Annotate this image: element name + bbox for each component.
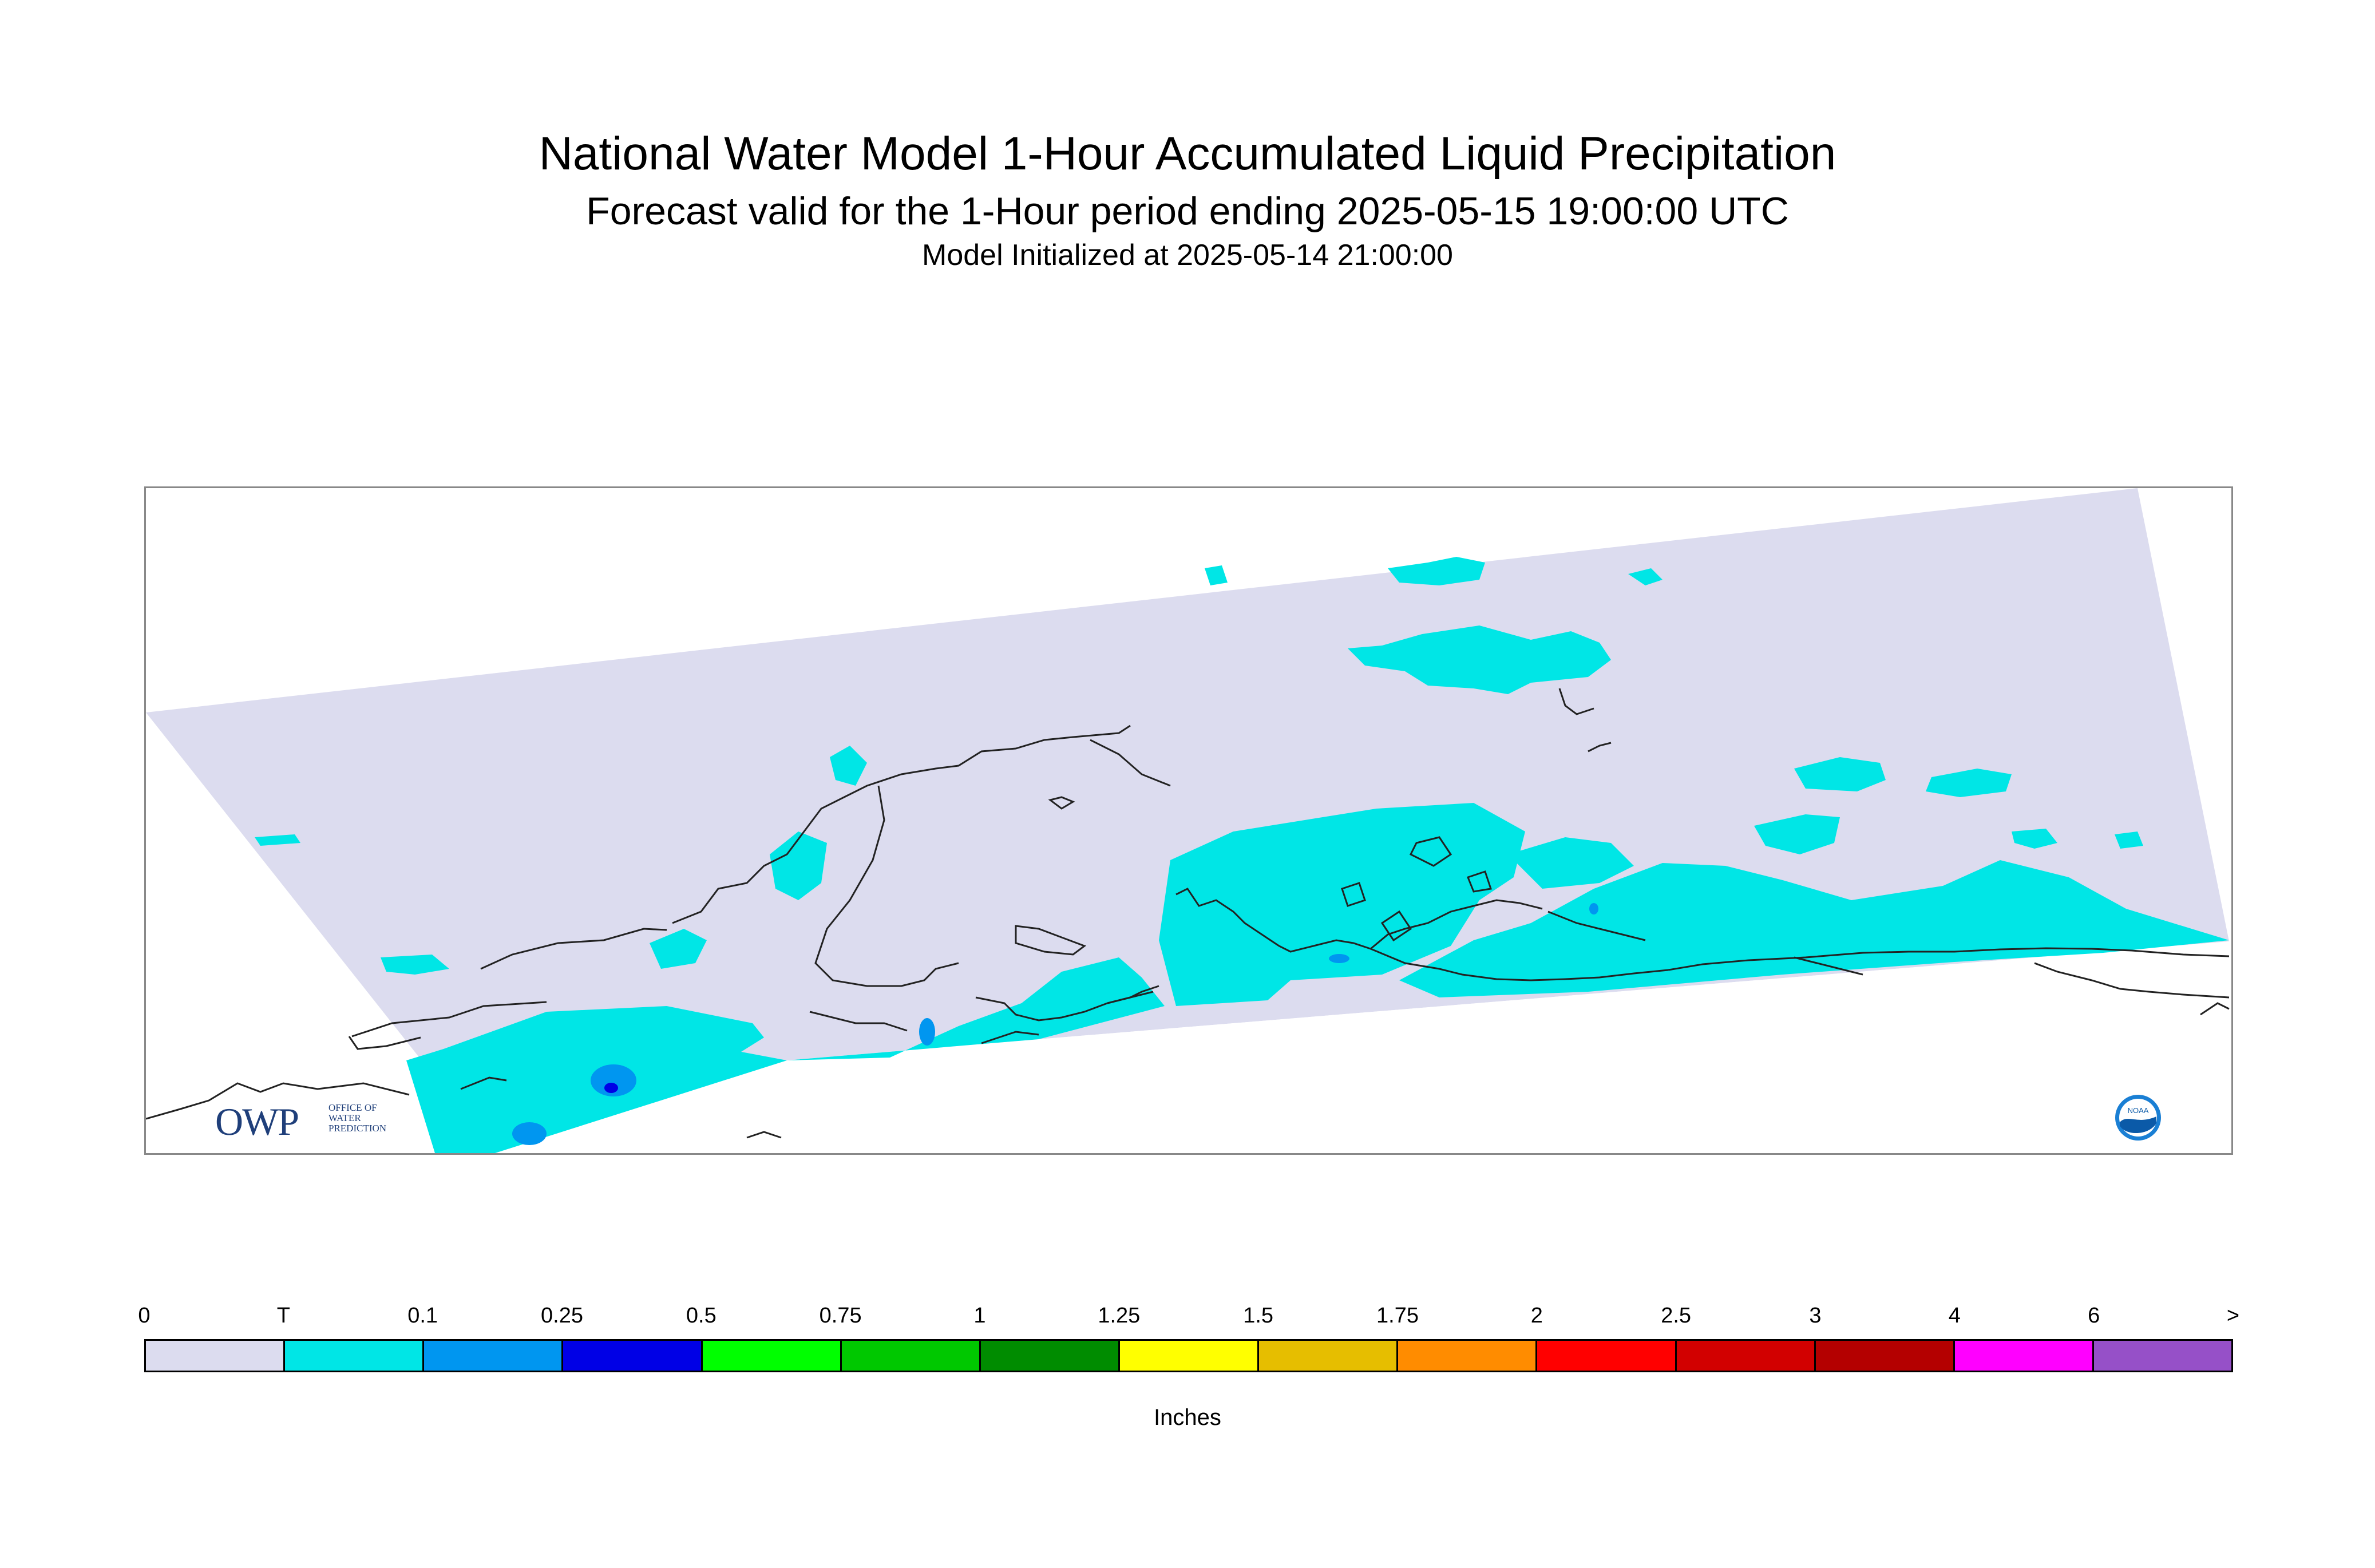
legend-swatch xyxy=(1537,1341,1677,1371)
legend-tick-label: 0.25 xyxy=(541,1304,583,1328)
legend-swatch xyxy=(1398,1341,1538,1371)
precipitation-legend: 0 T 0.1 0.25 0.5 0.75 1 1.25 1.5 1.75 2 2.5 3 4 6 > xyxy=(138,1304,2239,1372)
precipitation-map xyxy=(144,486,2233,1155)
legend-swatch xyxy=(285,1341,425,1371)
owp-logo-text: OFFICE OF WATER PREDICTION xyxy=(328,1102,387,1134)
legend-swatch xyxy=(980,1341,1120,1371)
map-subtitle: Forecast valid for the 1-Hour period end… xyxy=(586,189,1789,233)
owp-logo: OWP OFFICE OF WATER PREDICTION xyxy=(215,1099,386,1143)
legend-tick-label: 0 xyxy=(138,1304,151,1328)
legend-swatch xyxy=(424,1341,564,1371)
legend-tick-label: 2 xyxy=(1530,1304,1543,1328)
model-init-line: Model Initialized at 2025-05-14 21:00:00 xyxy=(922,239,1453,272)
legend-tick-label: 0.1 xyxy=(407,1304,438,1328)
noaa-logo-text: NOAA xyxy=(2128,1106,2149,1115)
legend-tick-labels: 0 T 0.1 0.25 0.5 0.75 1 1.25 1.5 1.75 2 2.5 3 4 6 > xyxy=(138,1304,2239,1338)
legend-tick-label: 4 xyxy=(1948,1304,1961,1328)
legend-tick-label: 1.25 xyxy=(1098,1304,1141,1328)
legend-swatch xyxy=(1259,1341,1399,1371)
legend-tick-label: > xyxy=(2226,1304,2240,1328)
legend-tick-label: T xyxy=(276,1304,290,1328)
legend-swatch xyxy=(563,1341,703,1371)
legend-tick-label: 1.75 xyxy=(1376,1304,1419,1328)
map-title: National Water Model 1-Hour Accumulated … xyxy=(539,128,1836,180)
legend-tick-label: 0.75 xyxy=(819,1304,862,1328)
legend-units-label: Inches xyxy=(1154,1405,1221,1430)
legend-swatch xyxy=(1119,1341,1260,1371)
legend-tick-label: 3 xyxy=(1809,1304,1822,1328)
legend-tick-label: 0.5 xyxy=(686,1304,717,1328)
legend-swatch xyxy=(146,1341,286,1371)
outside-domain xyxy=(146,712,495,1153)
coastlines xyxy=(146,688,2230,1139)
legend-swatch xyxy=(1815,1341,1955,1371)
legend-swatch xyxy=(1954,1341,2094,1371)
trace-precip-areas xyxy=(255,557,2229,1153)
legend-swatch xyxy=(2093,1341,2232,1371)
legend-swatch xyxy=(702,1341,842,1371)
noaa-logo: NOAA xyxy=(2114,1094,2162,1142)
legend-tick-label: 1 xyxy=(973,1304,986,1328)
owp-logo-letters: OWP xyxy=(215,1100,299,1143)
legend-tick-label: 2.5 xyxy=(1661,1304,1692,1328)
legend-tick-label: 1.5 xyxy=(1243,1304,1274,1328)
legend-color-bar xyxy=(144,1339,2233,1372)
light-precip-areas xyxy=(512,903,1598,1145)
legend-swatch xyxy=(841,1341,981,1371)
model-domain xyxy=(146,488,2229,1153)
legend-tick-label: 6 xyxy=(2088,1304,2100,1328)
legend-swatch xyxy=(1676,1341,1816,1371)
moderate-precip-area xyxy=(604,1083,618,1093)
